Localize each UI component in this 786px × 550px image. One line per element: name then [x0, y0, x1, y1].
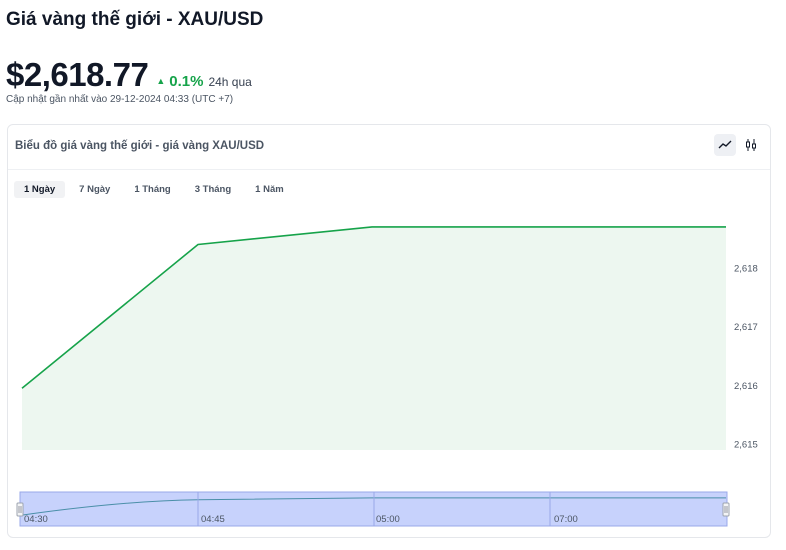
current-price: $2,618.77	[6, 56, 149, 93]
range-tabs: 1 Ngày 7 Ngày 1 Tháng 3 Tháng 1 Năm	[14, 181, 294, 198]
card-divider	[8, 169, 770, 170]
y-tick-label: 2,615	[734, 440, 758, 451]
tab-1-month[interactable]: 1 Tháng	[134, 184, 171, 195]
tab-1-day[interactable]: 1 Ngày	[14, 181, 66, 198]
tab-1-year[interactable]: 1 Năm	[255, 184, 284, 195]
navigator-time-label: 07:00	[554, 514, 578, 525]
up-arrow-icon: ▲	[156, 76, 166, 86]
navigator-time-label: 04:45	[201, 514, 225, 525]
chart-title: Biểu đồ giá vàng thế giới - giá vàng XAU…	[15, 140, 265, 152]
change-period: 24h qua	[208, 75, 252, 89]
price-row: $2,618.77 ▲ 0.1% 24h qua	[6, 56, 252, 94]
navigator-time-label: 04:30	[24, 514, 48, 525]
candlestick-chart-icon[interactable]	[740, 134, 762, 156]
y-tick-label: 2,616	[734, 381, 758, 392]
navigator-right-handle[interactable]	[722, 502, 730, 517]
y-tick-label: 2,618	[734, 264, 758, 275]
chart-type-toggle	[714, 134, 762, 156]
navigator-time-label: 05:00	[376, 514, 400, 525]
change-percent: 0.1%	[169, 73, 204, 90]
navigator-left-handle[interactable]	[16, 502, 24, 517]
y-tick-label: 2,617	[734, 322, 758, 333]
price-change: ▲ 0.1%	[156, 73, 203, 90]
price-area	[22, 226, 726, 450]
tab-7-days[interactable]: 7 Ngày	[79, 184, 111, 195]
line-chart-icon[interactable]	[714, 134, 736, 156]
tab-3-months[interactable]: 3 Tháng	[194, 184, 232, 195]
last-updated: Cập nhật gần nhất vào 29-12-2024 04:33 (…	[6, 94, 234, 105]
chart-card: Biểu đồ giá vàng thế giới - giá vàng XAU…	[7, 124, 771, 538]
page-title: Giá vàng thế giới - XAU/USD	[6, 9, 264, 30]
price-line	[21, 226, 726, 389]
